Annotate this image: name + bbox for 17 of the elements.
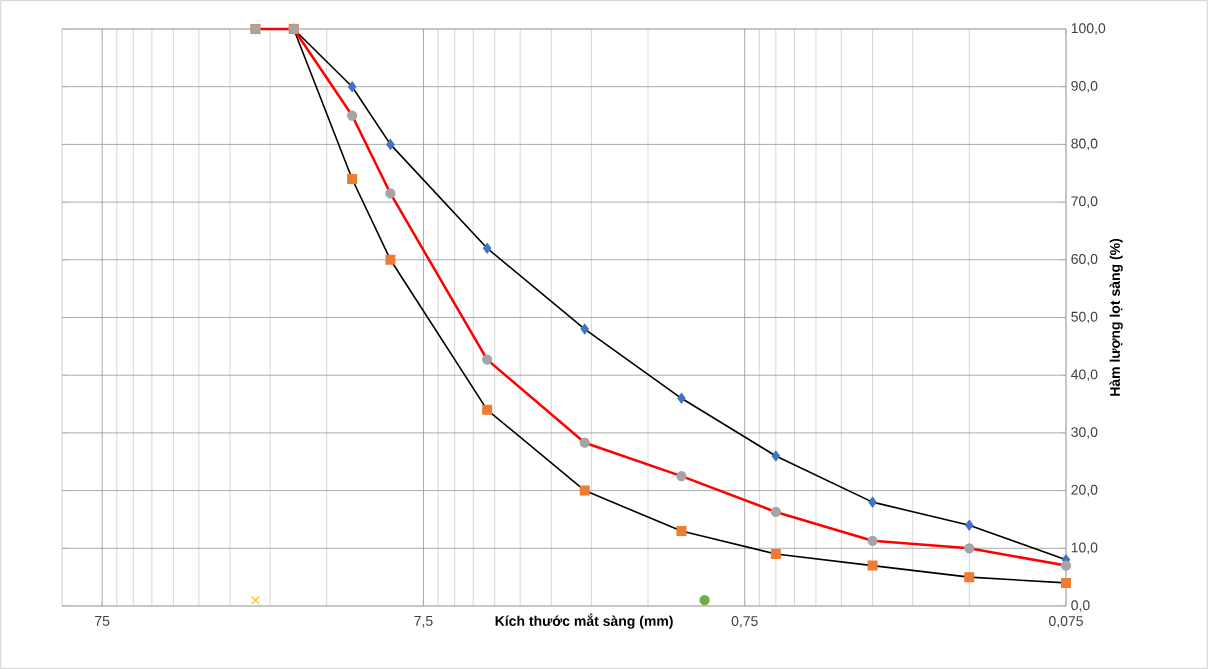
y-tick-label: 30,0 (1071, 427, 1098, 439)
y-tick-label: 50,0 (1071, 311, 1098, 324)
y-tick-label: 70,0 (1071, 196, 1098, 208)
y-tick-label: 90,0 (1071, 80, 1098, 93)
x-tick-label: 75 (95, 616, 110, 626)
y-tick-label: 40,0 (1071, 369, 1098, 381)
y-tick-label: 80,0 (1071, 138, 1098, 151)
y-tick-label: 10,0 (1071, 542, 1098, 555)
y-tick-label: 60,0 (1071, 254, 1098, 266)
y-tick-label: 100,0 (1071, 23, 1106, 35)
x-tick-label: 0,75 (731, 616, 758, 628)
y-axis-title: Hàm lượng lọt sàng (%) (1109, 238, 1123, 396)
x-axis-title: Kích thước mắt sàng (mm) (495, 613, 673, 629)
y-tick-label: 0,0 (1071, 600, 1090, 612)
x-tick-label: 7,5 (414, 616, 433, 628)
y-tick-label: 20,0 (1071, 484, 1098, 497)
x-tick-label: 0,075 (1049, 616, 1083, 628)
